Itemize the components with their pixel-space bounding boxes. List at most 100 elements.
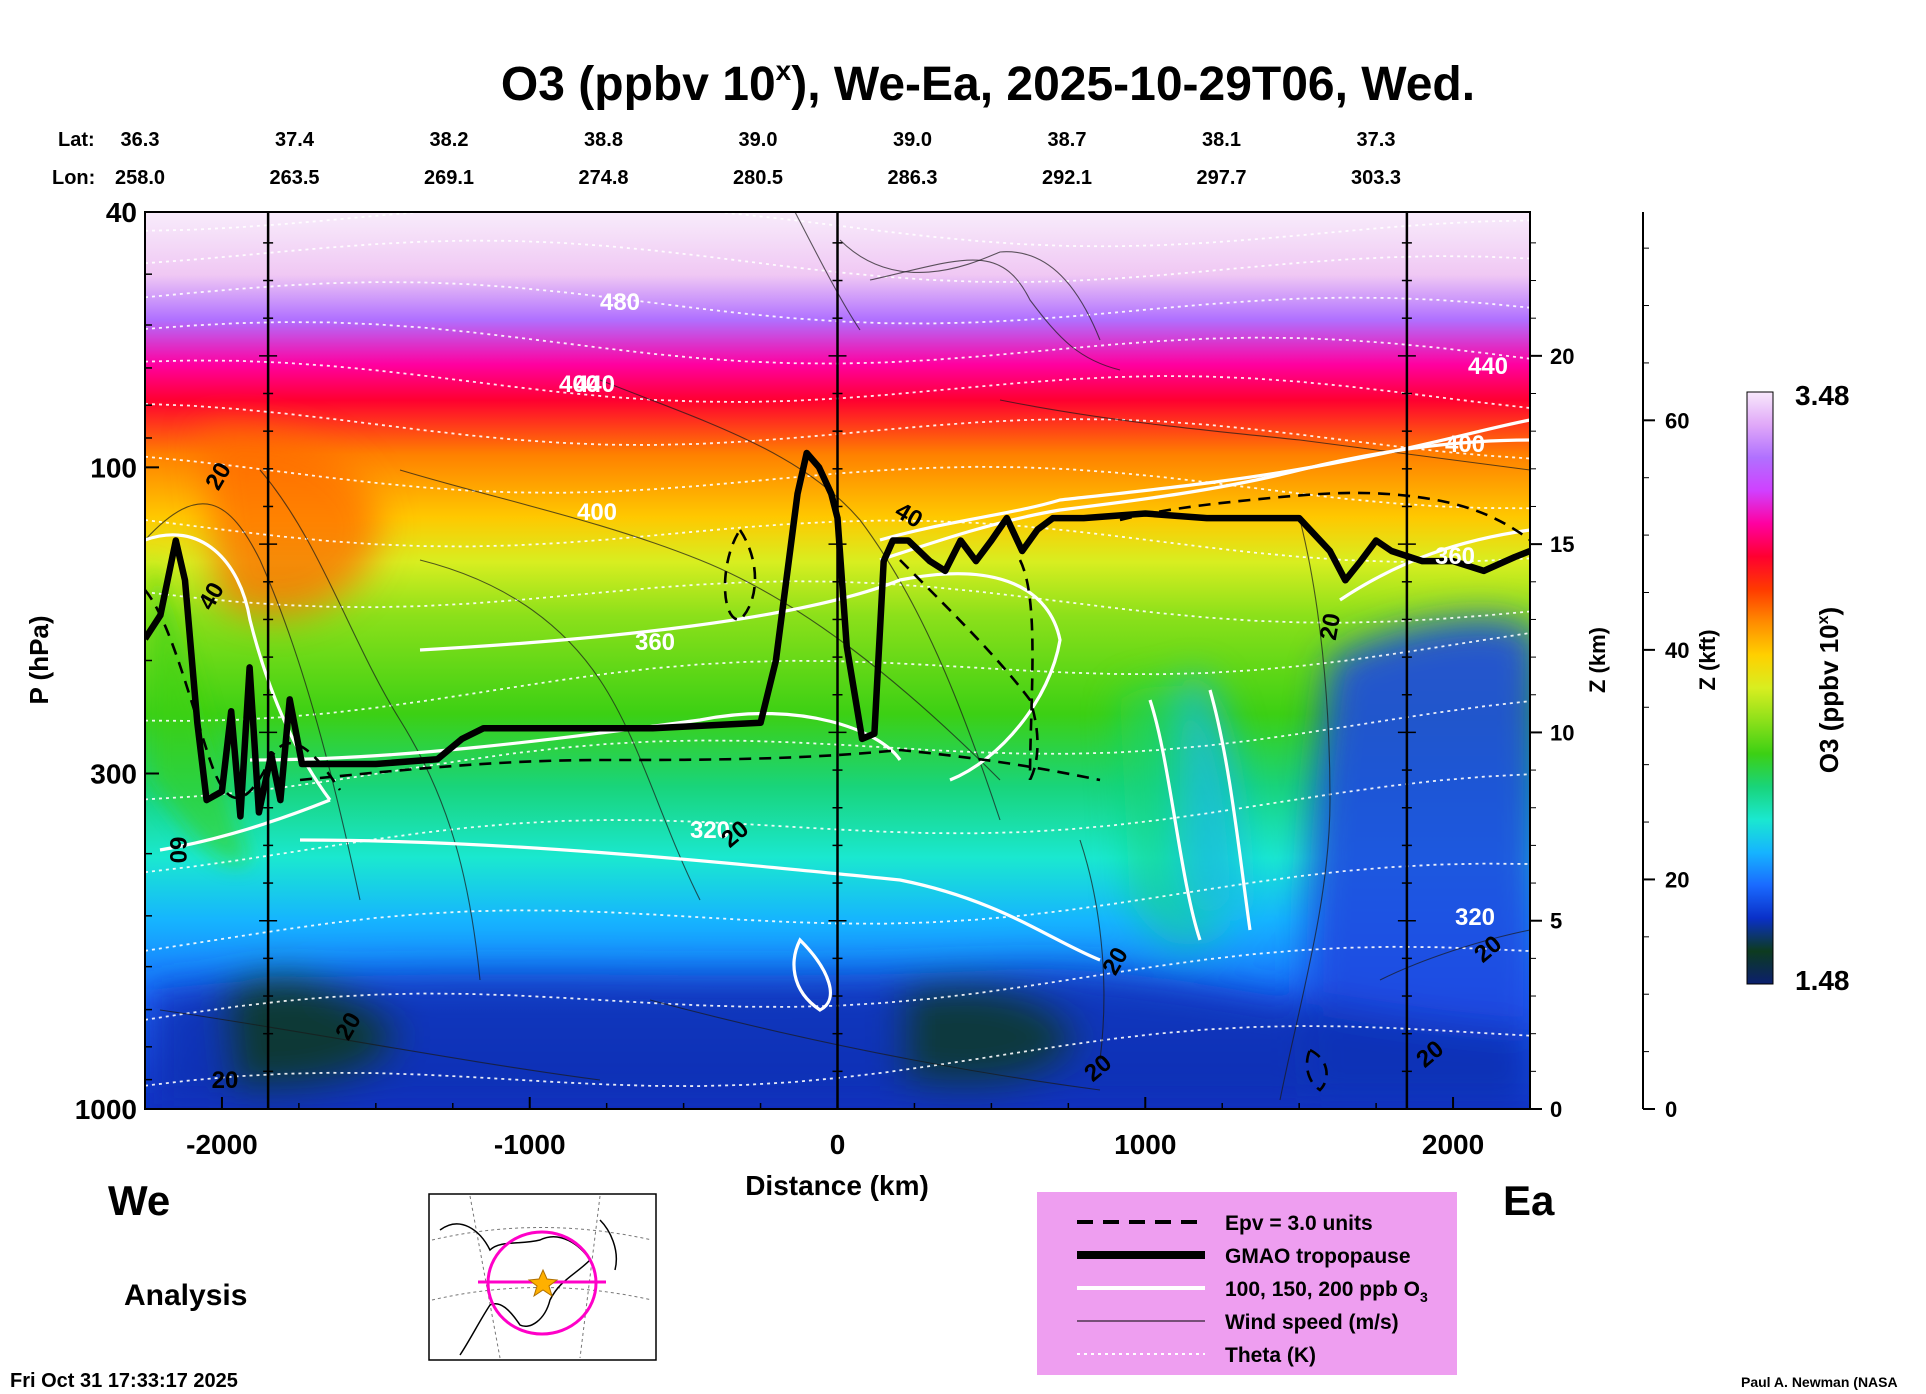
epv-contour [899,559,1039,781]
lat-lon-values: 36.3 37.4 38.2 38.8 39.0 39.0 38.7 38.1 37.3 258.… [115,129,1401,189]
lon-value: 297.7 [1196,167,1246,189]
lon-value: 292.1 [1042,167,1092,189]
lat-value: 38.1 [1202,129,1241,151]
west-label: We [108,1177,170,1224]
colorbar-title: O3 (ppbv 10x) [1814,607,1844,773]
wind-speed-contour [1379,929,1530,981]
legend-label: GMAO tropopause [1225,1245,1411,1268]
z-kft-axis-label: Z (kft) [1695,629,1720,690]
wind-speed-contour-label: 20 [212,1067,239,1094]
theta-contour-label: 400 [1445,431,1485,458]
lat-value: 38.2 [430,129,469,151]
epv-contour [1119,491,1530,542]
ozone-white-contour [879,438,1530,562]
p-tick-label: 1000 [75,1094,137,1125]
inset-map-graticule-1 [431,1227,653,1241]
theta-contour [145,632,1530,722]
lon-value: 286.3 [887,167,937,189]
ozone-white-contour [1148,699,1202,941]
wind-speed-contour [599,379,1001,821]
x-tick-label: 0 [830,1129,846,1160]
wind-speed-contour-label: 20 [1315,611,1346,642]
inset-map [428,1193,657,1361]
wind-speed-contour [259,469,481,981]
z-km-tick-label: 20 [1550,344,1574,369]
lat-value: 38.8 [584,129,623,151]
east-label: Ea [1503,1177,1555,1224]
lat-value: 37.4 [275,129,315,151]
theta-contour-label: 400 [577,499,617,526]
z-km-tick-label: 0 [1550,1097,1562,1122]
z-kft-tick-label: 20 [1665,867,1689,892]
p-tick-label: 300 [90,758,137,789]
axes: -2000 -1000 0 1000 2000 40 100 300 1000 0 5 10 15 20 0… [75,197,1690,1160]
z-kft-tick-label: 0 [1665,1097,1677,1122]
epv-contour [723,527,757,622]
colorbar: 3.48 1.48 O3 (ppbv 10x) [1746,380,1850,996]
ozone-orange-blob-west [200,427,380,616]
legend: Epv = 3.0 units GMAO tropopause 100, 150, … [1037,1192,1457,1375]
author-credit: Paul A. Newman (NASA [1741,1374,1898,1390]
lat-value: 36.3 [121,129,160,151]
theta-contour-label: 360 [1435,543,1475,570]
p-tick-label: 100 [90,452,137,483]
epv-contour [145,589,342,799]
timestamp: Fri Oct 31 17:33:17 2025 [10,1370,238,1392]
legend-label: 100, 150, 200 ppb O3 [1225,1278,1428,1305]
lat-value: 39.0 [893,129,932,151]
wind-speed-contour [794,212,861,331]
ozone-white-contour [1339,528,1530,602]
x-tick-label: 1000 [1114,1129,1176,1160]
wind-speed-contour-label: 60 [164,837,191,864]
inset-map-star-icon [527,1268,559,1298]
x-tick-label: 2000 [1422,1129,1484,1160]
theta-contour-label: 320 [1455,904,1495,931]
wind-speed-contour [419,559,701,901]
lat-value: 39.0 [739,129,778,151]
ozone-low-blob-east [1306,618,1530,1109]
colorbar-max-label: 3.48 [1795,380,1850,411]
theta-contour-label: 480 [600,289,640,316]
z-km-tick-label: 5 [1550,909,1562,934]
wind-speed-contour [159,1009,601,1081]
x-axis-label: Distance (km) [745,1170,929,1201]
lon-value: 269.1 [424,167,474,189]
lon-row-label: Lon: [52,167,95,189]
z-km-tick-label: 15 [1550,532,1574,557]
y-axis-label: P (hPa) [24,615,54,704]
wind-speed-contour [1279,519,1331,1101]
z-kft-tick-label: 60 [1665,408,1689,433]
theta-contour-label: 400 [559,371,599,398]
epv-contour [1018,559,1034,781]
z-km-tick-label: 10 [1550,720,1574,745]
x-tick-label: -2000 [186,1129,258,1160]
lat-value: 38.7 [1048,129,1087,151]
wind-speed-contour [999,399,1530,471]
lon-value: 263.5 [269,167,319,189]
wind-speed-contour [399,469,1001,781]
ozone-dark-green-blob-center [900,982,1080,1090]
x-tick-label: -1000 [494,1129,566,1160]
theta-contour [145,700,1530,801]
lon-value: 280.5 [733,167,783,189]
colorbar-min-label: 1.48 [1795,965,1850,996]
lon-value: 258.0 [115,167,165,189]
legend-label: Theta (K) [1225,1344,1316,1367]
wind-speed-contour [649,999,1101,1091]
legend-label: Epv = 3.0 units [1225,1212,1373,1235]
z-kft-tick-label: 40 [1665,638,1689,663]
z-km-axis-label: Z (km) [1585,627,1610,693]
theta-contour-label: 320 [690,817,730,844]
wind-speed-contour [839,239,1101,341]
chart-title: O3 (ppbv 10x), We-Ea, 2025-10-29T06, Wed… [501,55,1475,111]
ozone-white-contour [419,572,1062,782]
lon-value: 303.3 [1351,167,1401,189]
lat-value: 37.3 [1357,129,1396,151]
theta-contour-label: 440 [1468,353,1508,380]
ozone-white-contour [299,838,1101,962]
p-tick-label: 40 [106,197,137,228]
epv-contour [299,748,1101,782]
theta-contour [145,773,1530,874]
legend-label: Wind speed (m/s) [1225,1311,1399,1334]
